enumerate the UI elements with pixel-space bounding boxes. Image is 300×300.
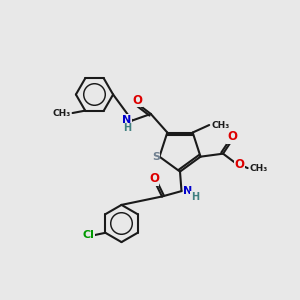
Text: N: N [122, 115, 131, 125]
Text: N: N [184, 185, 193, 196]
Text: O: O [149, 172, 159, 185]
Text: CH₃: CH₃ [250, 164, 268, 172]
Text: O: O [235, 158, 244, 171]
Text: H: H [190, 191, 199, 202]
Text: O: O [133, 94, 142, 106]
Text: Cl: Cl [83, 230, 94, 240]
Text: CH₃: CH₃ [211, 121, 230, 130]
Text: S: S [152, 152, 160, 162]
Text: H: H [123, 123, 131, 133]
Text: O: O [227, 130, 237, 143]
Text: CH₃: CH₃ [52, 109, 70, 118]
